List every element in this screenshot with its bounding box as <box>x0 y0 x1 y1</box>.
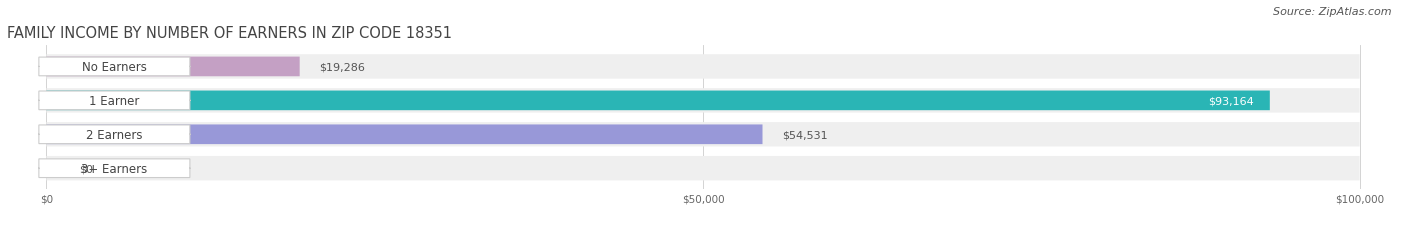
Text: 3+ Earners: 3+ Earners <box>82 162 148 175</box>
Text: 2 Earners: 2 Earners <box>86 128 142 141</box>
Text: $93,164: $93,164 <box>1208 96 1254 106</box>
Text: 1 Earner: 1 Earner <box>89 94 139 107</box>
Text: No Earners: No Earners <box>82 61 146 74</box>
Text: FAMILY INCOME BY NUMBER OF EARNERS IN ZIP CODE 18351: FAMILY INCOME BY NUMBER OF EARNERS IN ZI… <box>7 26 453 41</box>
FancyBboxPatch shape <box>46 89 1360 113</box>
FancyBboxPatch shape <box>39 125 190 144</box>
FancyBboxPatch shape <box>46 122 1360 147</box>
Text: $54,531: $54,531 <box>782 130 828 140</box>
Text: $19,286: $19,286 <box>319 62 366 72</box>
FancyBboxPatch shape <box>46 55 1360 79</box>
FancyBboxPatch shape <box>39 58 190 76</box>
Text: $0: $0 <box>79 164 93 173</box>
FancyBboxPatch shape <box>46 57 299 77</box>
Text: Source: ZipAtlas.com: Source: ZipAtlas.com <box>1274 7 1392 17</box>
FancyBboxPatch shape <box>39 159 190 178</box>
FancyBboxPatch shape <box>46 91 1270 111</box>
FancyBboxPatch shape <box>39 92 190 110</box>
FancyBboxPatch shape <box>46 125 762 145</box>
FancyBboxPatch shape <box>46 156 1360 181</box>
